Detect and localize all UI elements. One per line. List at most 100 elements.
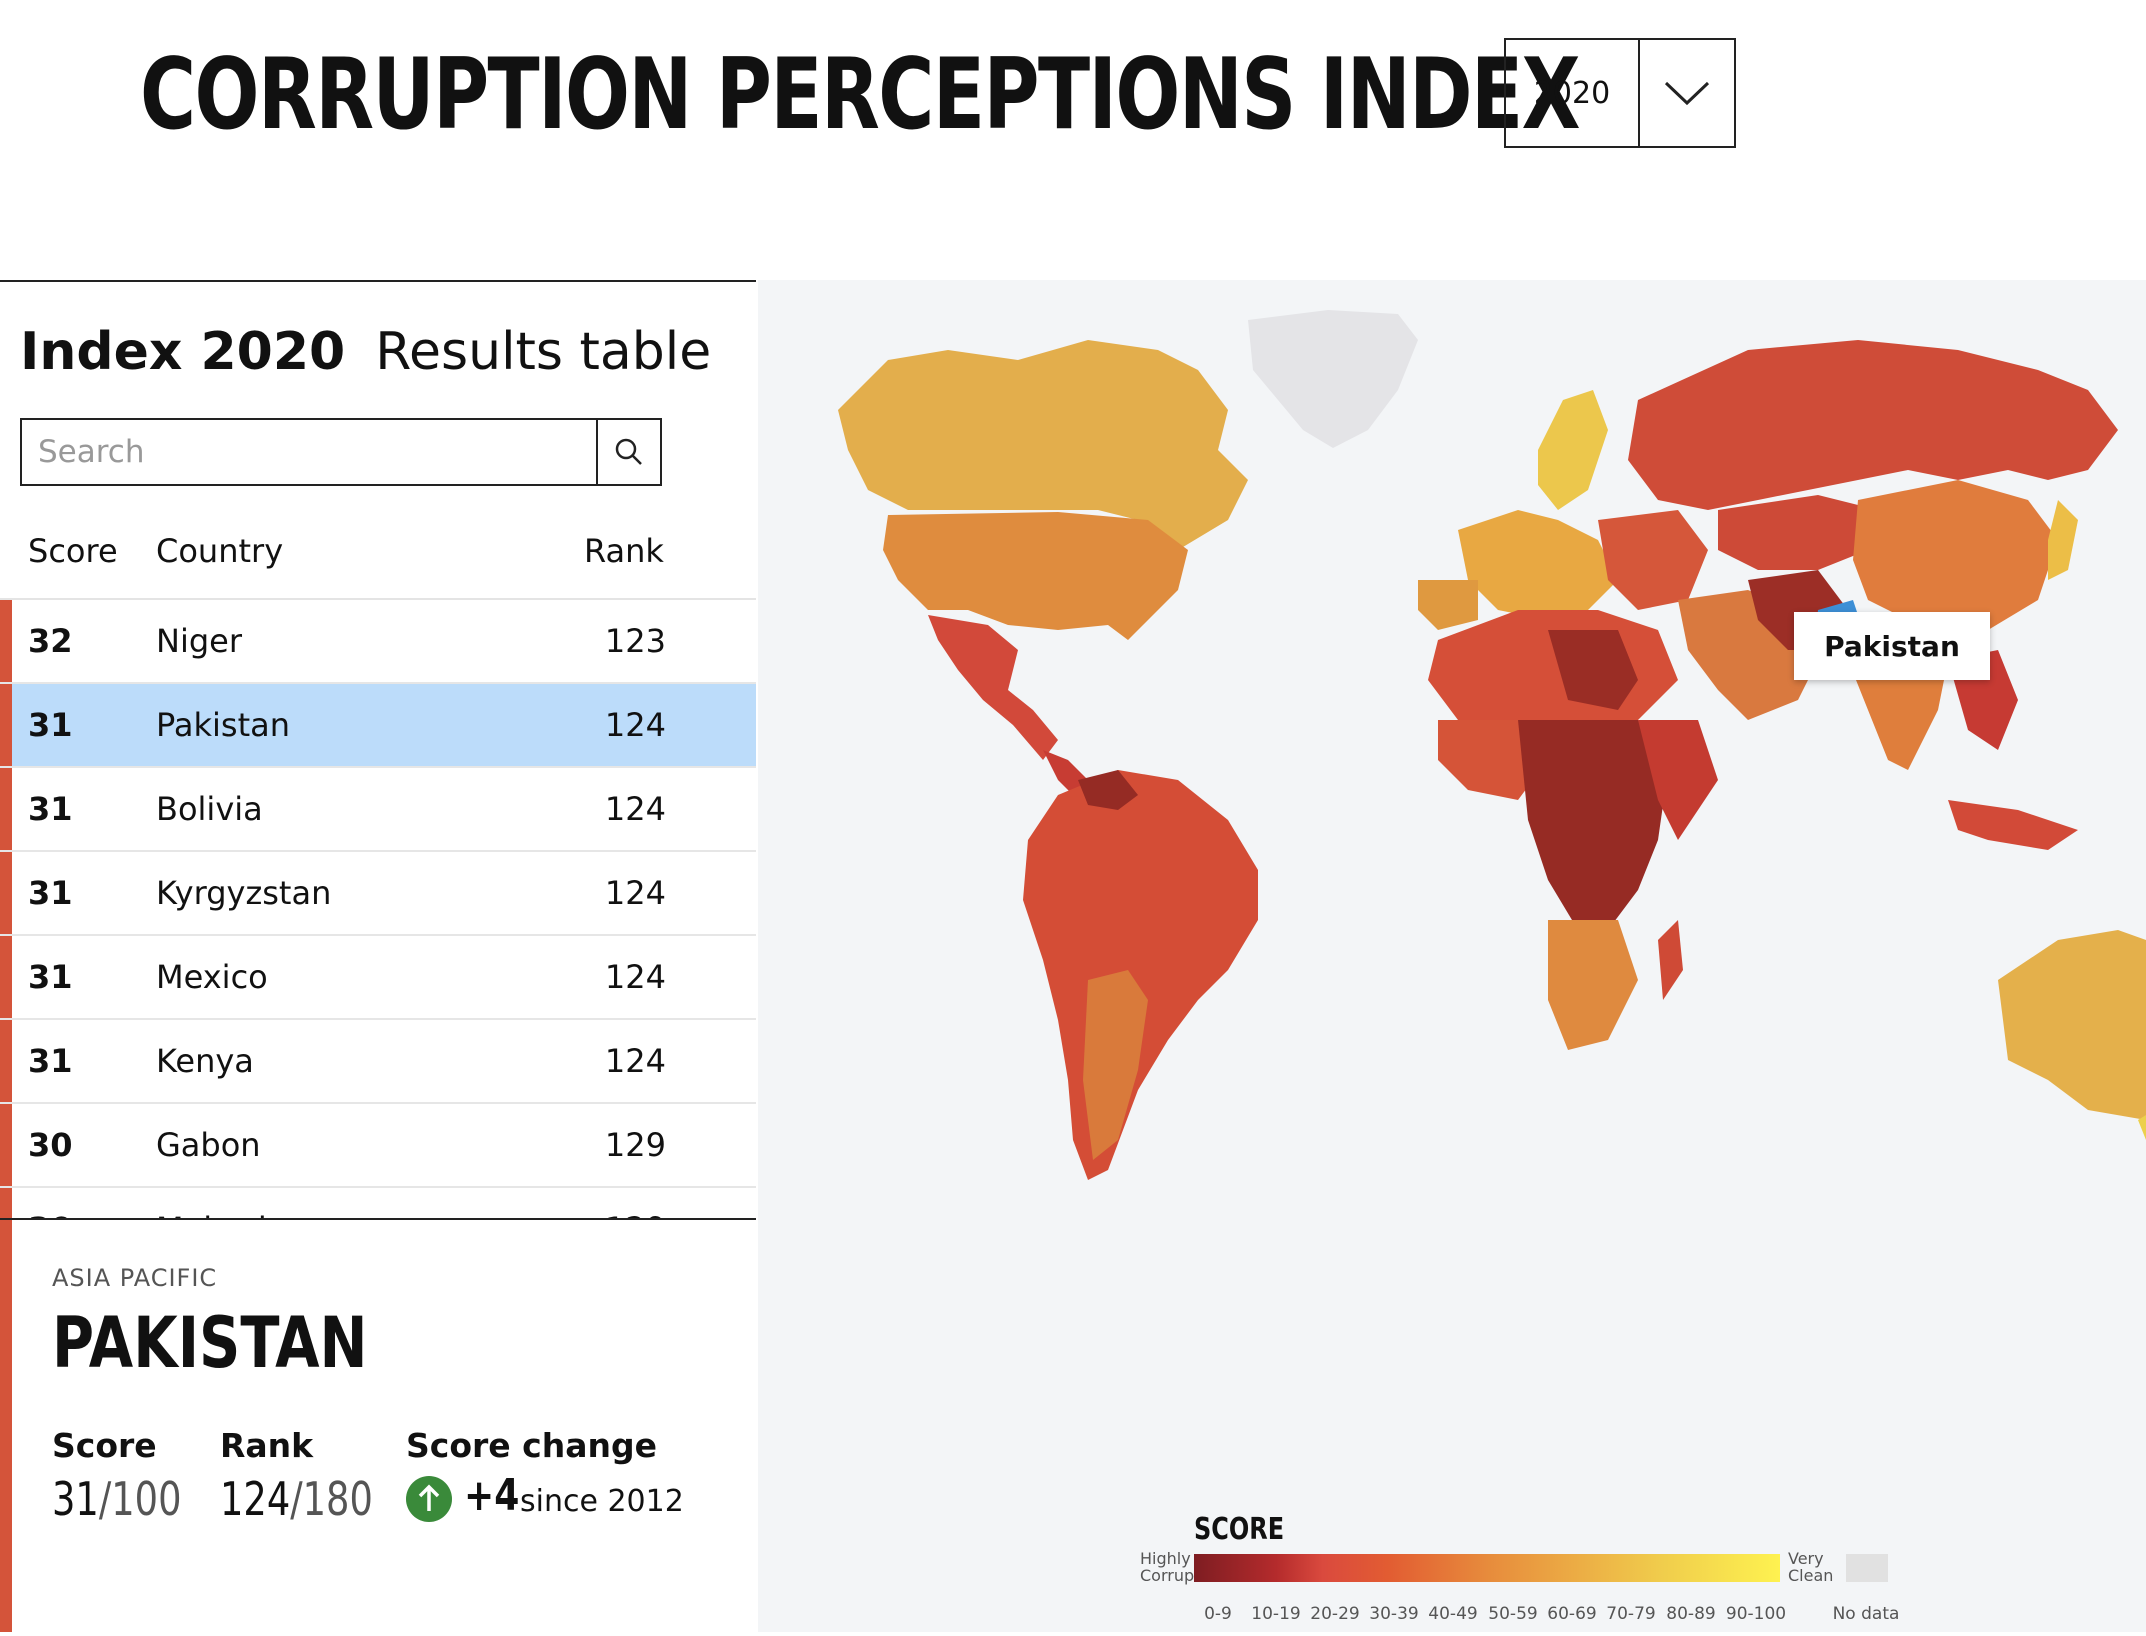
row-country: Gabon	[156, 1126, 261, 1164]
country-tooltip: Pakistan	[1794, 612, 1990, 680]
row-score: 31	[28, 1042, 73, 1080]
row-score: 30	[28, 1210, 73, 1220]
results-table[interactable]: 32 Niger 123 31 Pakistan 124 31 Bolivia 124 31…	[0, 598, 756, 1220]
table-row[interactable]: 30 Malawi 129	[0, 1188, 756, 1220]
legend-tick: 90-100	[1725, 1604, 1787, 1624]
table-row[interactable]: 32 Niger 123	[0, 600, 756, 684]
row-country: Mexico	[156, 958, 268, 996]
search-icon	[615, 438, 642, 465]
indonesia	[1948, 800, 2078, 850]
legend-tick: 30-39	[1369, 1604, 1419, 1624]
rank-max: /180	[290, 1472, 373, 1526]
score-label: Score	[52, 1426, 157, 1465]
mexico	[928, 615, 1058, 760]
row-rank: 129	[605, 1210, 666, 1220]
table-header: Score Country Rank	[0, 532, 756, 578]
australia	[1998, 930, 2146, 1120]
rank-value: 124/180	[220, 1472, 373, 1526]
column-score[interactable]: Score	[28, 532, 118, 570]
eastern-europe	[1598, 510, 1708, 610]
central-africa	[1518, 720, 1668, 930]
row-rank: 124	[604, 958, 666, 996]
russia	[1628, 340, 2118, 510]
score-color-bar	[0, 1104, 12, 1186]
chile-argentina	[1083, 970, 1148, 1160]
legend-tick: 50-59	[1488, 1604, 1538, 1624]
row-score: 32	[28, 622, 73, 660]
legend-gradient	[1194, 1554, 1780, 1582]
score-color-bar	[0, 684, 12, 766]
table-row[interactable]: 31 Bolivia 124	[0, 768, 756, 852]
table-row[interactable]: 31 Mexico 124	[0, 936, 756, 1020]
search-box	[20, 418, 662, 486]
search-input[interactable]	[22, 420, 596, 484]
year-value: 2020	[1506, 40, 1640, 146]
south-america	[1023, 770, 1258, 1180]
chevron-down-icon[interactable]	[1640, 40, 1734, 146]
legend-tick: 20-29	[1310, 1604, 1360, 1624]
row-score: 30	[28, 1126, 73, 1164]
legend-no-data-swatch	[1846, 1554, 1888, 1582]
score-value: 31/100	[52, 1472, 181, 1526]
results-panel: Index 2020 Results table Score Country Ra…	[0, 280, 756, 1632]
panel-heading: Index 2020 Results table	[20, 322, 711, 382]
score-color-bar	[0, 1020, 12, 1102]
row-score: 31	[28, 958, 73, 996]
legend-tick: 60-69	[1547, 1604, 1597, 1624]
country-name: PAKISTAN	[52, 1302, 368, 1384]
legend-tick: 40-49	[1428, 1604, 1478, 1624]
index-year-heading: Index 2020	[20, 322, 346, 382]
page-title: CORRUPTION PERCEPTIONS INDEX	[140, 38, 1581, 152]
row-score: 31	[28, 790, 73, 828]
rank-label: Rank	[220, 1426, 314, 1465]
iberia	[1418, 580, 1478, 630]
score-color-bar	[0, 768, 12, 850]
table-row[interactable]: 31 Kenya 124	[0, 1020, 756, 1104]
japan	[2048, 500, 2078, 580]
score-color-bar	[0, 1188, 12, 1220]
legend-low-line2: Corrupt	[1140, 1566, 1201, 1585]
legend-low-line1: Highly	[1140, 1549, 1191, 1568]
score-color-bar	[0, 936, 12, 1018]
score-color-bar	[0, 852, 12, 934]
row-rank: 124	[604, 706, 666, 744]
china	[1853, 480, 2058, 630]
results-table-heading: Results table	[375, 322, 712, 382]
row-country: Bolivia	[156, 790, 263, 828]
legend-tick: 10-19	[1251, 1604, 1301, 1624]
row-rank: 124	[604, 1042, 666, 1080]
map-svg[interactable]	[758, 280, 2146, 1632]
arrow-up-icon	[406, 1476, 452, 1522]
row-country: Niger	[156, 622, 242, 660]
row-score: 31	[28, 706, 73, 744]
usa	[883, 512, 1188, 640]
column-rank[interactable]: Rank	[584, 532, 664, 570]
legend-tick: 0-9	[1204, 1604, 1232, 1624]
legend-title: SCORE	[1194, 1512, 1285, 1547]
row-country: Pakistan	[156, 706, 290, 744]
central-asia	[1718, 495, 1878, 570]
row-country: Kyrgyzstan	[156, 874, 332, 912]
row-rank: 124	[604, 790, 666, 828]
north-africa	[1428, 610, 1678, 720]
score-change-since: since 2012	[520, 1484, 684, 1519]
score-color-bar	[0, 1220, 12, 1632]
divider	[0, 1218, 756, 1220]
table-row[interactable]: 30 Gabon 129	[0, 1104, 756, 1188]
world-map[interactable]	[758, 280, 2146, 1632]
column-country[interactable]: Country	[156, 532, 284, 570]
legend-no-data-label: No data	[1832, 1604, 1900, 1624]
row-rank: 123	[604, 622, 666, 660]
row-rank: 124	[604, 874, 666, 912]
legend-tick: 70-79	[1606, 1604, 1656, 1624]
year-select[interactable]: 2020	[1504, 38, 1736, 148]
legend-high-line1: Very	[1788, 1549, 1824, 1568]
row-rank: 129	[604, 1126, 666, 1164]
legend-low-label: Highly Corrupt	[1140, 1550, 1200, 1584]
table-row[interactable]: 31 Kyrgyzstan 124	[0, 852, 756, 936]
country-detail: ASIA PACIFIC PAKISTAN Score 31/100 Rank …	[0, 1220, 756, 1632]
search-button[interactable]	[596, 420, 660, 484]
table-row-selected[interactable]: 31 Pakistan 124	[0, 684, 756, 768]
score-change-value: +4	[464, 1470, 520, 1521]
legend-high-label: Very Clean	[1788, 1550, 1833, 1584]
